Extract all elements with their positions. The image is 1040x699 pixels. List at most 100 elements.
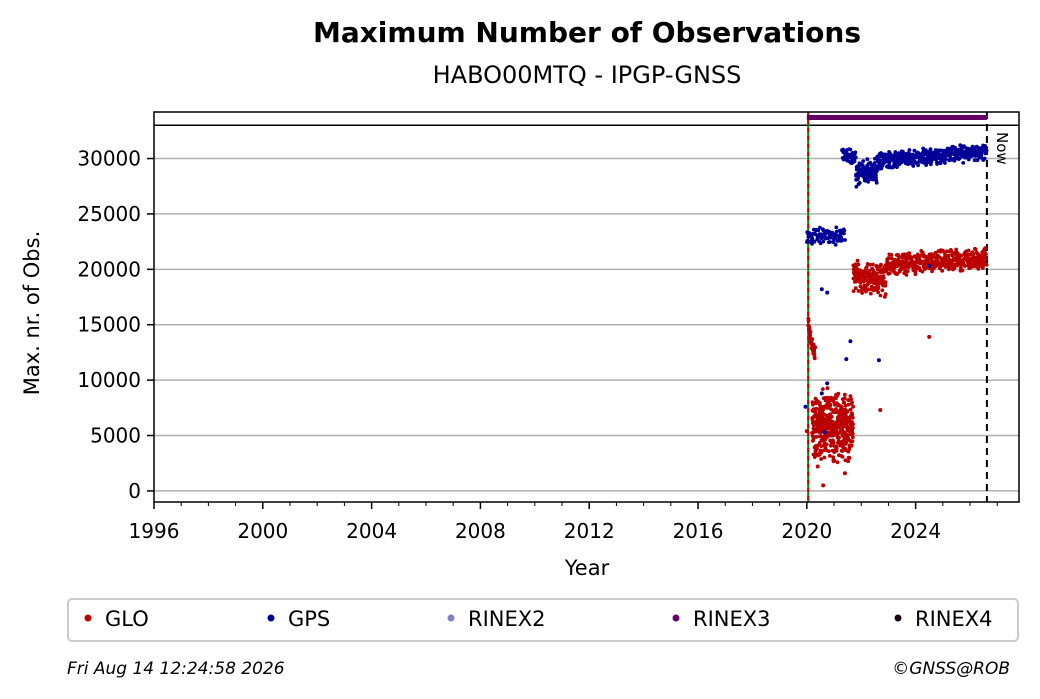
glo-point: [850, 435, 855, 440]
glo-point: [837, 435, 841, 440]
glo-point: [810, 434, 815, 438]
glo-point: [883, 283, 888, 288]
glo-point: [840, 454, 845, 459]
glo-point: [920, 269, 925, 274]
chart-title: Maximum Number of Observations: [313, 16, 861, 49]
glo-point: [984, 252, 988, 257]
gps-point: [975, 158, 980, 163]
gps-point: [895, 165, 899, 170]
glo-point: [973, 247, 978, 252]
gps-point: [844, 357, 849, 362]
glo-point: [878, 293, 883, 298]
glo-point: [842, 396, 847, 401]
glo-point: [982, 260, 987, 264]
gps-point: [911, 164, 916, 168]
gps-point: [873, 156, 877, 161]
plot-area: [153, 111, 1020, 503]
gps-point: [874, 180, 879, 185]
gps-point: [825, 381, 830, 386]
y-tick-label: 5000: [90, 424, 141, 448]
glo-point: [881, 276, 886, 280]
plot-frame: [153, 111, 1020, 503]
glo-point: [827, 449, 831, 453]
gps-point: [874, 169, 879, 174]
gps-point: [823, 232, 827, 237]
glo-point: [851, 426, 855, 430]
glo-point: [983, 246, 988, 251]
glo-point: [847, 456, 852, 460]
glo-point: [947, 253, 951, 258]
gps-point: [854, 184, 859, 189]
glo-point: [829, 414, 834, 419]
gps-point: [961, 161, 966, 165]
glo-point: [867, 269, 872, 273]
glo-point: [870, 285, 874, 289]
glo-point: [856, 289, 861, 293]
gps-point: [803, 404, 808, 409]
glo-point: [868, 262, 872, 267]
glo-point: [946, 262, 951, 267]
gps-point: [979, 151, 984, 156]
glo-point: [810, 337, 815, 342]
glo-point: [905, 269, 910, 274]
footer-timestamp: Fri Aug 14 12:24:58 2026: [67, 659, 285, 679]
gps-point: [916, 163, 920, 168]
glo-point: [848, 407, 853, 412]
glo-point: [904, 273, 909, 277]
glo-point: [850, 415, 855, 420]
glo-point: [828, 454, 832, 458]
glo-point: [853, 286, 858, 291]
gps-point: [833, 242, 838, 247]
gps-point: [927, 264, 932, 268]
glo-point: [840, 449, 845, 453]
legend: GLO GPS RINEX2 RINEX3 RINEX4: [67, 598, 1019, 642]
glo-point: [874, 264, 879, 269]
y-tick-label: 15000: [77, 313, 141, 337]
gps-point: [984, 148, 989, 153]
glo-point: [815, 413, 820, 418]
gps-point: [943, 161, 947, 165]
gps-point: [872, 161, 877, 165]
gps-point: [874, 173, 878, 177]
now-label: Now: [993, 132, 1011, 165]
glo-point: [959, 253, 964, 258]
glo-point: [888, 271, 892, 276]
glo-point: [850, 439, 855, 444]
chart-subtitle: HABO00MTQ - IPGP-GNSS: [433, 61, 742, 89]
legend-marker-rinex2: [447, 614, 455, 622]
gps-point: [805, 238, 810, 243]
glo-point: [820, 387, 825, 391]
glo-point: [815, 446, 819, 451]
gps-point: [825, 290, 830, 295]
gps-point: [821, 239, 826, 244]
gps-point: [878, 158, 883, 163]
glo-point: [850, 412, 855, 417]
glo-point: [834, 448, 839, 453]
glo-point: [930, 269, 934, 274]
glo-point: [851, 289, 856, 293]
glo-point: [850, 400, 854, 405]
y-tick-label: 30000: [77, 147, 141, 171]
glo-point: [945, 249, 949, 254]
y-tick-label: 25000: [77, 202, 141, 226]
gps-point: [935, 162, 939, 166]
glo-point: [885, 267, 890, 272]
glo-point: [886, 256, 891, 260]
legend-label-rinex3: RINEX3: [693, 607, 771, 631]
legend-marker-glo: [84, 614, 92, 622]
y-axis-label: Max. nr. of Obs.: [20, 231, 44, 396]
glo-point: [976, 267, 981, 271]
glo-point: [813, 409, 818, 414]
glo-point: [927, 334, 932, 339]
legend-marker-rinex4: [894, 614, 902, 622]
gps-point: [893, 150, 898, 154]
glo-point: [876, 290, 880, 295]
gps-point: [874, 175, 878, 180]
gps-point: [834, 229, 839, 234]
x-tick-label: 2004: [346, 519, 397, 543]
x-tick-label: 2016: [673, 519, 724, 543]
y-tick-label: 10000: [77, 368, 141, 392]
gps-point: [887, 160, 892, 165]
glo-point: [821, 483, 826, 488]
